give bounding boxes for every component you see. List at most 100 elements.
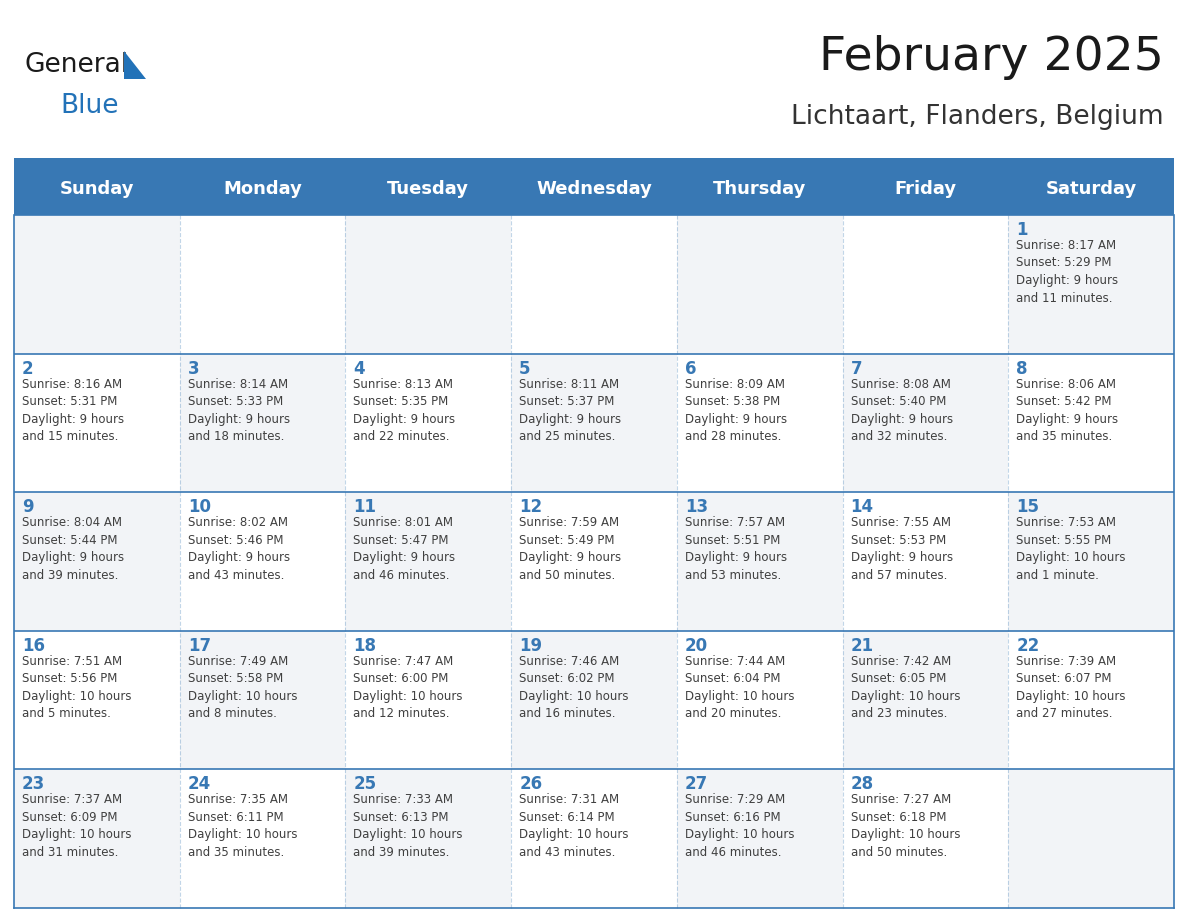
- Bar: [677, 631, 842, 769]
- Text: 28: 28: [851, 776, 873, 793]
- Text: Sunrise: 7:47 AM
Sunset: 6:00 PM
Daylight: 10 hours
and 12 minutes.: Sunrise: 7:47 AM Sunset: 6:00 PM Dayligh…: [353, 655, 463, 721]
- Text: 23: 23: [23, 776, 45, 793]
- Text: Sunday: Sunday: [59, 180, 134, 198]
- Bar: [14, 215, 179, 353]
- Bar: [677, 492, 842, 631]
- Text: 1: 1: [1016, 221, 1028, 239]
- Text: 25: 25: [353, 776, 377, 793]
- Text: Sunrise: 8:14 AM
Sunset: 5:33 PM
Daylight: 9 hours
and 18 minutes.: Sunrise: 8:14 AM Sunset: 5:33 PM Dayligh…: [188, 377, 290, 443]
- Text: Blue: Blue: [61, 94, 119, 119]
- Bar: [346, 353, 511, 492]
- Text: Sunrise: 8:02 AM
Sunset: 5:46 PM
Daylight: 9 hours
and 43 minutes.: Sunrise: 8:02 AM Sunset: 5:46 PM Dayligh…: [188, 516, 290, 582]
- Bar: [842, 353, 1009, 492]
- Bar: [677, 353, 842, 492]
- Text: Monday: Monday: [223, 180, 302, 198]
- Text: 4: 4: [353, 360, 365, 377]
- Text: Sunrise: 7:37 AM
Sunset: 6:09 PM
Daylight: 10 hours
and 31 minutes.: Sunrise: 7:37 AM Sunset: 6:09 PM Dayligh…: [23, 793, 132, 859]
- Text: Sunrise: 8:13 AM
Sunset: 5:35 PM
Daylight: 9 hours
and 22 minutes.: Sunrise: 8:13 AM Sunset: 5:35 PM Dayligh…: [353, 377, 455, 443]
- Text: Sunrise: 7:59 AM
Sunset: 5:49 PM
Daylight: 9 hours
and 50 minutes.: Sunrise: 7:59 AM Sunset: 5:49 PM Dayligh…: [519, 516, 621, 582]
- Text: 18: 18: [353, 637, 377, 655]
- Bar: [511, 492, 677, 631]
- Text: 8: 8: [1016, 360, 1028, 377]
- Bar: [842, 769, 1009, 908]
- Bar: [14, 492, 179, 631]
- Text: 10: 10: [188, 498, 210, 516]
- Text: Sunrise: 8:17 AM
Sunset: 5:29 PM
Daylight: 9 hours
and 11 minutes.: Sunrise: 8:17 AM Sunset: 5:29 PM Dayligh…: [1016, 239, 1118, 305]
- Bar: [346, 492, 511, 631]
- Bar: [179, 769, 346, 908]
- Text: Sunrise: 7:27 AM
Sunset: 6:18 PM
Daylight: 10 hours
and 50 minutes.: Sunrise: 7:27 AM Sunset: 6:18 PM Dayligh…: [851, 793, 960, 859]
- Text: Friday: Friday: [895, 180, 956, 198]
- Text: Sunrise: 8:08 AM
Sunset: 5:40 PM
Daylight: 9 hours
and 32 minutes.: Sunrise: 8:08 AM Sunset: 5:40 PM Dayligh…: [851, 377, 953, 443]
- Bar: [14, 631, 179, 769]
- Bar: [179, 492, 346, 631]
- Text: 5: 5: [519, 360, 531, 377]
- Text: Sunrise: 8:16 AM
Sunset: 5:31 PM
Daylight: 9 hours
and 15 minutes.: Sunrise: 8:16 AM Sunset: 5:31 PM Dayligh…: [23, 377, 124, 443]
- Text: Lichtaart, Flanders, Belgium: Lichtaart, Flanders, Belgium: [791, 104, 1164, 129]
- Text: Sunrise: 7:44 AM
Sunset: 6:04 PM
Daylight: 10 hours
and 20 minutes.: Sunrise: 7:44 AM Sunset: 6:04 PM Dayligh…: [684, 655, 795, 721]
- Bar: [14, 353, 179, 492]
- Text: 3: 3: [188, 360, 200, 377]
- Bar: [346, 215, 511, 353]
- Bar: [179, 631, 346, 769]
- Text: Sunrise: 7:57 AM
Sunset: 5:51 PM
Daylight: 9 hours
and 53 minutes.: Sunrise: 7:57 AM Sunset: 5:51 PM Dayligh…: [684, 516, 786, 582]
- Bar: [511, 353, 677, 492]
- Text: Thursday: Thursday: [713, 180, 807, 198]
- Text: Sunrise: 7:42 AM
Sunset: 6:05 PM
Daylight: 10 hours
and 23 minutes.: Sunrise: 7:42 AM Sunset: 6:05 PM Dayligh…: [851, 655, 960, 721]
- Text: Saturday: Saturday: [1045, 180, 1137, 198]
- Text: Sunrise: 7:46 AM
Sunset: 6:02 PM
Daylight: 10 hours
and 16 minutes.: Sunrise: 7:46 AM Sunset: 6:02 PM Dayligh…: [519, 655, 628, 721]
- Text: Sunrise: 7:55 AM
Sunset: 5:53 PM
Daylight: 9 hours
and 57 minutes.: Sunrise: 7:55 AM Sunset: 5:53 PM Dayligh…: [851, 516, 953, 582]
- Text: Sunrise: 8:01 AM
Sunset: 5:47 PM
Daylight: 9 hours
and 46 minutes.: Sunrise: 8:01 AM Sunset: 5:47 PM Dayligh…: [353, 516, 455, 582]
- Text: Wednesday: Wednesday: [536, 180, 652, 198]
- Text: 15: 15: [1016, 498, 1040, 516]
- Bar: [14, 163, 1174, 215]
- Bar: [1009, 353, 1174, 492]
- Bar: [346, 769, 511, 908]
- Text: 24: 24: [188, 776, 211, 793]
- Text: 2: 2: [23, 360, 33, 377]
- Bar: [842, 492, 1009, 631]
- Text: Sunrise: 7:53 AM
Sunset: 5:55 PM
Daylight: 10 hours
and 1 minute.: Sunrise: 7:53 AM Sunset: 5:55 PM Dayligh…: [1016, 516, 1126, 582]
- Text: 14: 14: [851, 498, 873, 516]
- Bar: [14, 769, 179, 908]
- Bar: [1009, 631, 1174, 769]
- Text: 27: 27: [684, 776, 708, 793]
- Text: 19: 19: [519, 637, 542, 655]
- Text: Sunrise: 7:51 AM
Sunset: 5:56 PM
Daylight: 10 hours
and 5 minutes.: Sunrise: 7:51 AM Sunset: 5:56 PM Dayligh…: [23, 655, 132, 721]
- Bar: [14, 158, 1174, 163]
- Text: Sunrise: 8:11 AM
Sunset: 5:37 PM
Daylight: 9 hours
and 25 minutes.: Sunrise: 8:11 AM Sunset: 5:37 PM Dayligh…: [519, 377, 621, 443]
- Text: 9: 9: [23, 498, 33, 516]
- Bar: [1009, 215, 1174, 353]
- Text: 7: 7: [851, 360, 862, 377]
- Text: 6: 6: [684, 360, 696, 377]
- Bar: [1009, 492, 1174, 631]
- Polygon shape: [124, 50, 146, 79]
- Text: 12: 12: [519, 498, 542, 516]
- Text: 20: 20: [684, 637, 708, 655]
- Text: 17: 17: [188, 637, 210, 655]
- Bar: [511, 215, 677, 353]
- Text: Sunrise: 7:49 AM
Sunset: 5:58 PM
Daylight: 10 hours
and 8 minutes.: Sunrise: 7:49 AM Sunset: 5:58 PM Dayligh…: [188, 655, 297, 721]
- Text: Sunrise: 8:06 AM
Sunset: 5:42 PM
Daylight: 9 hours
and 35 minutes.: Sunrise: 8:06 AM Sunset: 5:42 PM Dayligh…: [1016, 377, 1118, 443]
- Text: Sunrise: 7:31 AM
Sunset: 6:14 PM
Daylight: 10 hours
and 43 minutes.: Sunrise: 7:31 AM Sunset: 6:14 PM Dayligh…: [519, 793, 628, 859]
- Bar: [677, 215, 842, 353]
- Text: 21: 21: [851, 637, 873, 655]
- Text: Sunrise: 7:33 AM
Sunset: 6:13 PM
Daylight: 10 hours
and 39 minutes.: Sunrise: 7:33 AM Sunset: 6:13 PM Dayligh…: [353, 793, 463, 859]
- Text: 13: 13: [684, 498, 708, 516]
- Text: 22: 22: [1016, 637, 1040, 655]
- Text: General: General: [24, 51, 128, 78]
- Text: Sunrise: 7:39 AM
Sunset: 6:07 PM
Daylight: 10 hours
and 27 minutes.: Sunrise: 7:39 AM Sunset: 6:07 PM Dayligh…: [1016, 655, 1126, 721]
- Bar: [842, 631, 1009, 769]
- Text: Sunrise: 7:29 AM
Sunset: 6:16 PM
Daylight: 10 hours
and 46 minutes.: Sunrise: 7:29 AM Sunset: 6:16 PM Dayligh…: [684, 793, 795, 859]
- Text: 26: 26: [519, 776, 542, 793]
- Bar: [677, 769, 842, 908]
- Text: Tuesday: Tuesday: [387, 180, 469, 198]
- Text: Sunrise: 7:35 AM
Sunset: 6:11 PM
Daylight: 10 hours
and 35 minutes.: Sunrise: 7:35 AM Sunset: 6:11 PM Dayligh…: [188, 793, 297, 859]
- Bar: [179, 215, 346, 353]
- Text: 16: 16: [23, 637, 45, 655]
- Bar: [346, 631, 511, 769]
- Text: 11: 11: [353, 498, 377, 516]
- Bar: [179, 353, 346, 492]
- Bar: [842, 215, 1009, 353]
- Bar: [511, 769, 677, 908]
